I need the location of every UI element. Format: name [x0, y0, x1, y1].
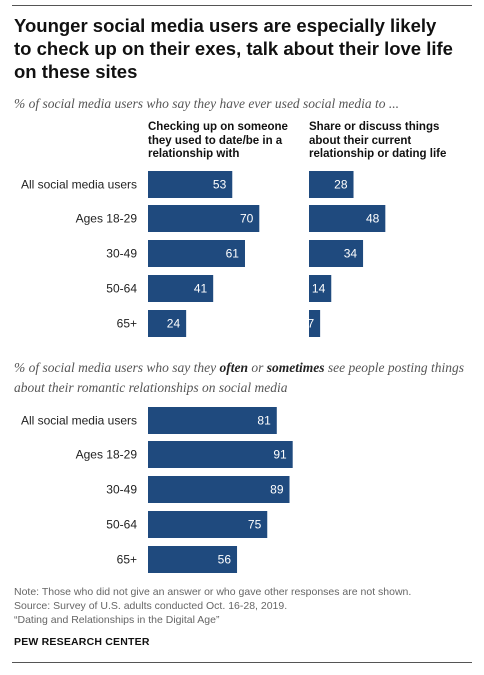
chart-subtitle-2: % of social media users who say they oft… — [14, 358, 470, 398]
report-title-text: “Dating and Relationships in the Digital… — [14, 614, 220, 626]
organization-name: PEW RESEARCH CENTER — [14, 636, 150, 648]
chart-1-series-1-bar-65 — [309, 310, 321, 337]
chart-1-series-0-bar-50-64 — [148, 275, 214, 302]
chart-2-category-label-ages-18-29: Ages 18-29 — [76, 448, 138, 462]
chart-2-category-label-all-social-media-users: All social media users — [21, 414, 137, 428]
chart-1-series-0-value-label-ages-18-29: 70 — [240, 212, 254, 226]
chart-1-series-1-value-label-65: 7 — [307, 317, 314, 331]
chart-1-series-1-bar-30-49 — [309, 240, 364, 267]
chart-2-series-0-bar-65 — [148, 546, 238, 573]
notes: Note: Those who did not give an answer o… — [14, 585, 470, 627]
chart-1-series-1-value-label-50-64: 14 — [312, 282, 326, 296]
chart-1-series-1-bar-all-social-media-users — [309, 171, 354, 198]
chart-2-series-0-value-label-50-64: 75 — [248, 518, 262, 532]
subtitle-2-part-4: see people posting things about their ro… — [14, 360, 464, 395]
chart-1-category-label-ages-18-29: Ages 18-29 — [76, 212, 138, 226]
chart-subtitle-1: % of social media users who say they hav… — [14, 96, 400, 111]
chart-2-series-0-bar-30-49 — [148, 476, 290, 503]
chart-1-series-1-bar-ages-18-29 — [309, 205, 386, 232]
note-text: Note: Those who did not give an answer o… — [14, 586, 412, 598]
bar-charts: All social media users Ages 18-29 30-49 50-… — [21, 171, 386, 573]
subtitle-2-part-1: often — [219, 360, 248, 375]
chart-1-series-0-bar-all-social-media-users — [148, 171, 233, 198]
chart-2-category-label-30-49: 30-49 — [106, 483, 137, 497]
subtitle-2-part-0: % of social media users who say they — [14, 360, 220, 375]
chart-1-series-0-bar-30-49 — [148, 240, 245, 267]
chart-2-category-label-50-64: 50-64 — [106, 518, 137, 532]
chart-1-series-1-value-label-ages-18-29: 48 — [366, 212, 380, 226]
source-text: Source: Survey of U.S. adults conducted … — [14, 600, 288, 612]
chart-1-series-0-value-label-30-49: 61 — [226, 247, 240, 261]
chart-1-series-0-value-label-all-social-media-users: 53 — [213, 178, 227, 192]
chart-2-series-0-value-label-30-49: 89 — [270, 483, 284, 497]
chart-1-series-1-bar-50-64 — [309, 275, 332, 302]
chart-title: Younger social media users are especiall… — [14, 15, 453, 82]
chart-1-series-0-bar-65 — [148, 310, 187, 337]
column-header-checking-up: Checking up on someone they used to date… — [148, 121, 288, 160]
chart-1-series-0-value-label-65: 24 — [167, 317, 181, 331]
chart-2-series-0-bar-ages-18-29 — [148, 441, 293, 468]
chart-2-series-0-value-label-ages-18-29: 91 — [273, 448, 287, 462]
chart-2-series-0-value-label-65: 56 — [218, 553, 232, 567]
chart-2-series-0-bar-50-64 — [148, 511, 268, 538]
chart-1-category-label-50-64: 50-64 — [106, 282, 137, 296]
bottom-rule — [12, 662, 472, 663]
subtitle-2-part-2: or — [247, 360, 267, 375]
subtitle-2-part-3: sometimes — [266, 360, 325, 375]
column-header-share-discuss: Share or discuss things about their curr… — [309, 121, 447, 160]
chart-1-series-0-value-label-50-64: 41 — [194, 282, 208, 296]
chart-1-category-label-all-social-media-users: All social media users — [21, 178, 137, 192]
chart-2-series-0-value-label-all-social-media-users: 81 — [257, 414, 271, 428]
chart-2-category-label-65: 65+ — [117, 553, 137, 567]
chart-1-series-1-value-label-30-49: 34 — [344, 247, 358, 261]
chart-1-category-label-30-49: 30-49 — [106, 247, 137, 261]
chart-1-category-label-65: 65+ — [117, 317, 137, 331]
chart-1-series-0-bar-ages-18-29 — [148, 205, 260, 232]
chart-2-series-0-bar-all-social-media-users — [148, 407, 277, 434]
top-rule — [12, 5, 472, 6]
chart-1-series-1-value-label-all-social-media-users: 28 — [334, 178, 348, 192]
